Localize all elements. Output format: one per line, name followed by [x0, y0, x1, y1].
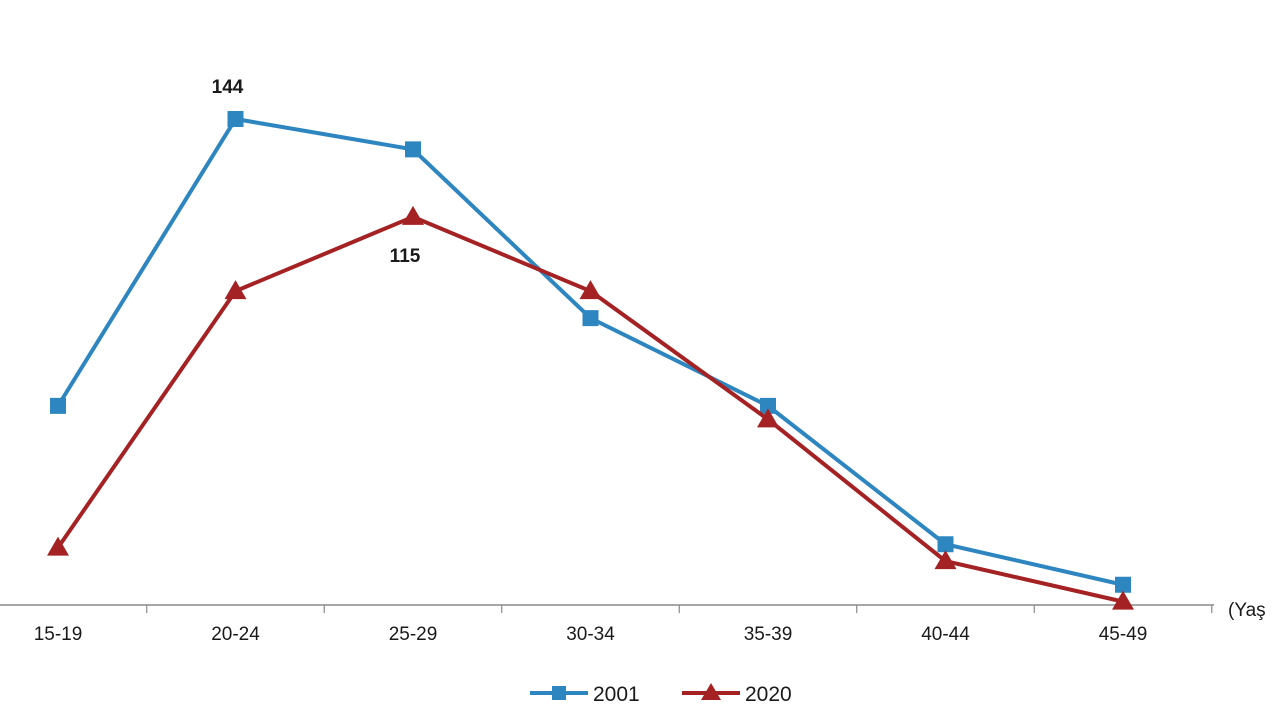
series-layer: 144 115: [47, 77, 1134, 610]
x-tick-label: 40-44: [921, 624, 970, 645]
x-axis-ticks: [146, 605, 1213, 613]
legend-item-2001: 2001: [530, 683, 640, 706]
x-tick-label: 45-49: [1099, 624, 1148, 645]
data-point-2001: [760, 397, 776, 414]
data-label: 144: [212, 77, 244, 98]
legend-label: 2001: [593, 683, 640, 706]
series-line-2001: [56, 116, 1124, 587]
x-tick-label: 20-24: [211, 624, 260, 645]
data-point-2020: [579, 280, 602, 300]
legend-label: 2020: [745, 683, 792, 706]
series-2001: 144: [50, 77, 1131, 593]
data-point-2020: [47, 536, 69, 556]
data-label: 115: [390, 246, 421, 267]
data-point-2020: [934, 550, 957, 570]
data-point-2020: [224, 280, 247, 300]
x-axis: 15-19 20-24 25-29 30-34 35-39 40-44 45-49 (Yaş: [0, 600, 1266, 645]
data-point-2001: [227, 111, 244, 127]
data-point-2020: [757, 408, 779, 428]
x-tick-label: 15-19: [34, 624, 83, 645]
legend-marker: [701, 683, 721, 700]
x-axis-tick-labels: 15-19 20-24 25-29 30-34 35-39 40-44 45-49: [34, 624, 1148, 645]
data-point-2020: [402, 205, 424, 225]
series-line-2020: [56, 214, 1124, 604]
data-point-2001: [405, 141, 421, 158]
series-2020: 115: [47, 205, 1134, 610]
data-point-2001: [50, 397, 66, 414]
data-point-2001: [1115, 576, 1131, 593]
legend-marker: [552, 686, 566, 700]
data-point-2020: [1112, 590, 1134, 610]
legend: 2001 2020: [530, 683, 792, 706]
x-tick-label: 35-39: [744, 624, 793, 645]
legend-item-2020: 2020: [682, 683, 792, 706]
data-point-2001: [582, 310, 599, 327]
data-point-2001: [937, 536, 954, 553]
x-tick-label: 25-29: [389, 624, 438, 645]
x-tick-label: 30-34: [566, 624, 615, 645]
x-axis-label: (Yaş: [1228, 600, 1266, 621]
